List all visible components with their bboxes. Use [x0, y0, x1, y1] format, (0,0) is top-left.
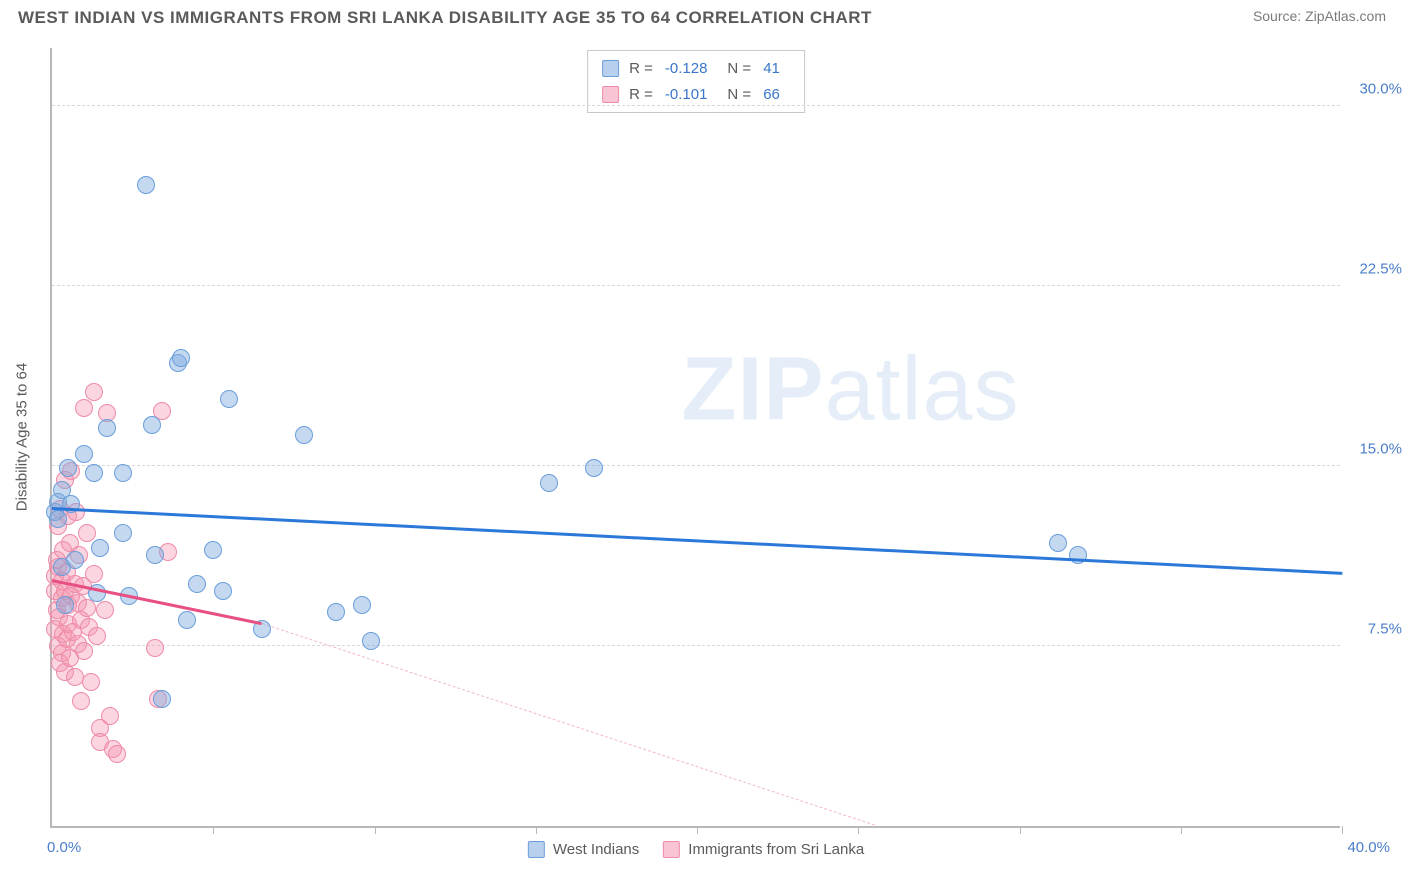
- n-label: N =: [727, 56, 751, 82]
- r-label: R =: [629, 82, 653, 108]
- data-point: [146, 546, 164, 564]
- data-point: [75, 642, 93, 660]
- x-tick: [858, 826, 859, 834]
- swatch-pink-icon: [663, 841, 680, 858]
- data-point: [78, 524, 96, 542]
- n-value-pink: 66: [763, 82, 780, 108]
- x-tick: [697, 826, 698, 834]
- data-point: [66, 551, 84, 569]
- gridline: [52, 285, 1340, 286]
- plot-area: Disability Age 35 to 64 R = -0.128 N = 4…: [50, 48, 1340, 828]
- x-axis-max-label: 40.0%: [1347, 839, 1390, 856]
- data-point: [98, 419, 116, 437]
- y-tick-label: 22.5%: [1359, 261, 1402, 278]
- data-point: [114, 464, 132, 482]
- watermark-light: atlas: [825, 340, 1020, 440]
- trend-line: [261, 623, 874, 826]
- legend-label-blue: West Indians: [553, 841, 639, 858]
- data-point: [172, 349, 190, 367]
- data-point: [72, 692, 90, 710]
- legend-stats-row-pink: R = -0.101 N = 66: [602, 82, 790, 108]
- swatch-blue-icon: [602, 60, 619, 77]
- data-point: [85, 565, 103, 583]
- data-point: [295, 426, 313, 444]
- data-point: [49, 510, 67, 528]
- gridline: [52, 645, 1340, 646]
- data-point: [75, 445, 93, 463]
- source-name: ZipAtlas.com: [1305, 8, 1386, 24]
- legend-stats: R = -0.128 N = 41 R = -0.101 N = 66: [587, 50, 805, 113]
- source-attribution: Source: ZipAtlas.com: [1253, 8, 1386, 24]
- trend-line: [52, 507, 1342, 574]
- data-point: [353, 596, 371, 614]
- data-point: [204, 541, 222, 559]
- data-point: [1049, 534, 1067, 552]
- x-tick: [1020, 826, 1021, 834]
- data-point: [137, 176, 155, 194]
- data-point: [101, 707, 119, 725]
- legend-item-pink: Immigrants from Sri Lanka: [663, 841, 864, 858]
- legend-label-pink: Immigrants from Sri Lanka: [688, 841, 864, 858]
- data-point: [220, 390, 238, 408]
- legend-series: West Indians Immigrants from Sri Lanka: [528, 841, 864, 858]
- data-point: [91, 539, 109, 557]
- data-point: [540, 474, 558, 492]
- data-point: [114, 524, 132, 542]
- data-point: [153, 690, 171, 708]
- data-point: [75, 399, 93, 417]
- legend-item-blue: West Indians: [528, 841, 639, 858]
- r-value-pink: -0.101: [665, 82, 708, 108]
- x-axis-min-label: 0.0%: [47, 839, 81, 856]
- y-tick-label: 15.0%: [1359, 441, 1402, 458]
- x-tick: [1181, 826, 1182, 834]
- data-point: [327, 603, 345, 621]
- gridline: [52, 105, 1340, 106]
- data-point: [143, 416, 161, 434]
- data-point: [178, 611, 196, 629]
- data-point: [85, 383, 103, 401]
- correlation-chart: Disability Age 35 to 64 R = -0.128 N = 4…: [50, 48, 1340, 828]
- swatch-pink-icon: [602, 86, 619, 103]
- data-point: [585, 459, 603, 477]
- watermark-bold: ZIP: [681, 340, 824, 440]
- r-value-blue: -0.128: [665, 56, 708, 82]
- y-axis-title: Disability Age 35 to 64: [14, 363, 31, 511]
- data-point: [108, 745, 126, 763]
- data-point: [88, 627, 106, 645]
- data-point: [82, 673, 100, 691]
- data-point: [146, 639, 164, 657]
- y-tick-label: 30.0%: [1359, 81, 1402, 98]
- data-point: [96, 601, 114, 619]
- n-label: N =: [727, 82, 751, 108]
- n-value-blue: 41: [763, 56, 780, 82]
- data-point: [59, 459, 77, 477]
- source-label: Source:: [1253, 8, 1305, 24]
- x-tick: [213, 826, 214, 834]
- y-tick-label: 7.5%: [1368, 621, 1402, 638]
- x-tick: [1342, 826, 1343, 834]
- data-point: [85, 464, 103, 482]
- x-tick: [536, 826, 537, 834]
- gridline: [52, 465, 1340, 466]
- chart-title: WEST INDIAN VS IMMIGRANTS FROM SRI LANKA…: [18, 8, 872, 28]
- data-point: [214, 582, 232, 600]
- data-point: [362, 632, 380, 650]
- r-label: R =: [629, 56, 653, 82]
- legend-stats-row-blue: R = -0.128 N = 41: [602, 56, 790, 82]
- watermark: ZIPatlas: [681, 339, 1019, 442]
- swatch-blue-icon: [528, 841, 545, 858]
- data-point: [188, 575, 206, 593]
- x-tick: [375, 826, 376, 834]
- data-point: [56, 596, 74, 614]
